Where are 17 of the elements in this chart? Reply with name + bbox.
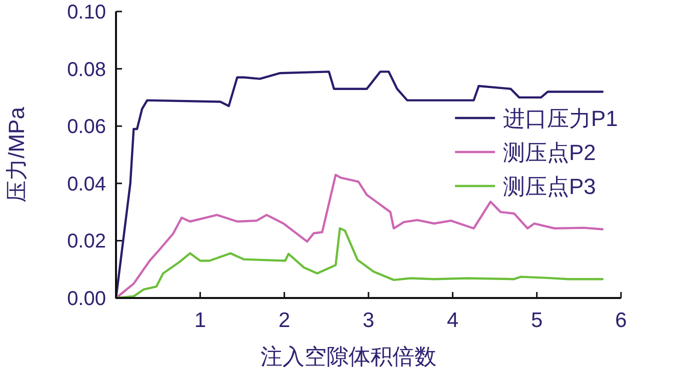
y-axis-title: 压力/MPa: [4, 106, 29, 202]
y-tick-label: 0.06: [67, 116, 106, 138]
x-tick-label: 4: [446, 309, 459, 332]
y-tick-label: 0.02: [67, 230, 106, 253]
x-tick-label: 5: [530, 309, 543, 332]
x-tick-label: 6: [615, 309, 627, 332]
legend-label: 进口压力P1: [503, 106, 618, 131]
x-tick-label: 2: [278, 309, 290, 332]
x-axis-title: 注入空隙体积倍数: [260, 344, 436, 369]
y-tick-label: 0.08: [67, 58, 106, 81]
y-tick-label: 0.00: [67, 288, 106, 310]
y-tick-label: 0.04: [67, 173, 106, 196]
x-tick-label: 1: [194, 309, 206, 332]
x-tick-label: 3: [362, 309, 374, 332]
legend-label: 测压点P2: [503, 140, 596, 165]
legend-label: 测压点P3: [503, 174, 596, 199]
y-tick-label: 0.10: [67, 2, 106, 24]
